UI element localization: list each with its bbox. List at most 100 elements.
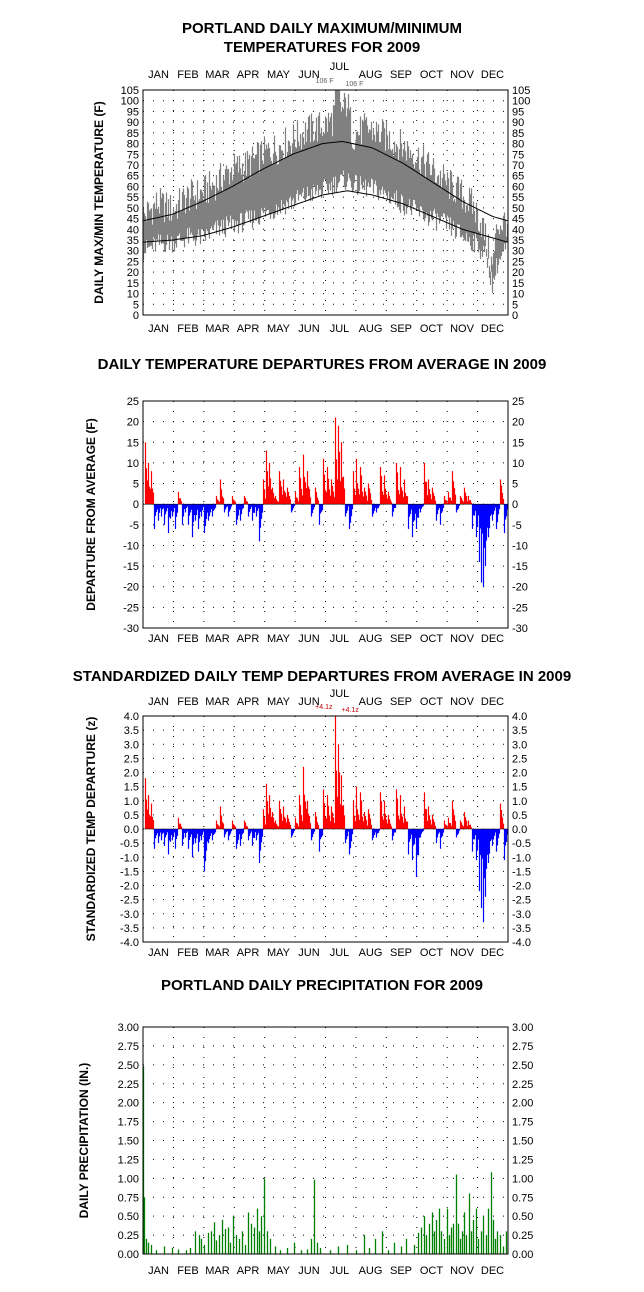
month-label: JUL (330, 633, 350, 645)
y-tick-label-right: 45 (512, 214, 524, 226)
y-axis-label: DAILY MAX/MIN TEMPERATURE (F) (92, 101, 106, 303)
y-tick-label-left: 20 (127, 417, 139, 429)
month-label: DEC (481, 69, 504, 81)
y-tick-label-left: 80 (127, 139, 139, 151)
y-tick-label-left: 105 (121, 85, 139, 97)
month-label: MAY (267, 947, 291, 959)
y-tick-label-right: 1.0 (512, 796, 527, 808)
y-tick-label-left: 65 (127, 171, 139, 183)
y-tick-label-right: 25 (512, 396, 524, 408)
y-tick-label-right: 10 (512, 289, 524, 301)
y-tick-label-left: 90 (127, 117, 139, 129)
y-tick-label-right: -0.5 (512, 838, 531, 850)
month-label: MAY (267, 323, 291, 335)
y-tick-label-left: 3.0 (124, 739, 139, 751)
y-tick-label-left: 55 (127, 192, 139, 204)
y-tick-label-right: 2.5 (512, 753, 527, 765)
month-label: MAR (205, 633, 230, 645)
y-tick-label-left: 1.5 (124, 782, 139, 794)
month-label: AUG (359, 69, 383, 81)
month-label: MAY (267, 633, 291, 645)
y-tick-label-left: 2.0 (124, 768, 139, 780)
y-tick-label-left: 4.0 (124, 711, 139, 723)
y-tick-label-right: -25 (512, 602, 528, 614)
y-tick-label-right: 1.25 (512, 1154, 533, 1166)
month-label: SEP (390, 696, 412, 708)
y-tick-label-left: 3.00 (118, 1022, 139, 1034)
y-tick-label-right: 80 (512, 139, 524, 151)
y-tick-label-right: 5 (512, 299, 518, 311)
y-tick-label-left: 5 (133, 299, 139, 311)
month-label: NOV (450, 633, 475, 645)
month-label: FEB (177, 947, 198, 959)
month-label: OCT (420, 69, 444, 81)
y-tick-label-right: 4.0 (512, 711, 527, 723)
month-label: JUN (298, 696, 319, 708)
chart-title: PORTLAND DAILY MAXIMUM/MINIMUM (182, 20, 462, 37)
y-tick-label-left: -3.0 (120, 909, 139, 921)
y-tick-label-right: -4.0 (512, 937, 531, 949)
y-tick-label-right: 2.00 (512, 1098, 533, 1110)
y-tick-label-right: 0.00 (512, 1249, 533, 1261)
month-label: JUN (298, 69, 319, 81)
y-tick-label-left: -30 (123, 623, 139, 635)
y-tick-label-right: 2.50 (512, 1060, 533, 1072)
y-tick-label-left: 10 (127, 289, 139, 301)
y-tick-label-left: 0.75 (118, 1192, 139, 1204)
y-tick-label-left: 1.0 (124, 796, 139, 808)
y-tick-label-right: 3.00 (512, 1022, 533, 1034)
month-label: JUN (298, 1265, 319, 1277)
month-label: JAN (148, 69, 169, 81)
y-tick-label-left: -5 (129, 520, 139, 532)
y-tick-label-right: -5 (512, 520, 522, 532)
month-label: APR (237, 323, 260, 335)
y-tick-label-left: -20 (123, 582, 139, 594)
record-z-annotation: +4.1z (315, 704, 333, 711)
y-tick-label-left: -10 (123, 540, 139, 552)
month-label: SEP (390, 323, 412, 335)
month-label: JUL (330, 1265, 350, 1277)
y-tick-label-left: 100 (121, 96, 139, 108)
chart-standardized: STANDARDIZED DAILY TEMP DEPARTURES FROM … (73, 668, 571, 959)
y-tick-label-right: 100 (512, 96, 530, 108)
y-tick-label-left: 35 (127, 235, 139, 247)
month-label: NOV (450, 323, 475, 335)
month-label: MAY (267, 1265, 291, 1277)
y-tick-label-left: 95 (127, 106, 139, 118)
month-label: JUN (298, 323, 319, 335)
y-tick-label-right: 35 (512, 235, 524, 247)
y-tick-label-right: 1.00 (512, 1173, 533, 1185)
y-tick-label-right: 90 (512, 117, 524, 129)
normal-high-line (143, 140, 508, 222)
y-tick-label-left: 0.5 (124, 810, 139, 822)
y-tick-label-right: 1.50 (512, 1136, 533, 1148)
chart-title: STANDARDIZED DAILY TEMP DEPARTURES FROM … (73, 668, 571, 685)
month-label: DEC (481, 323, 504, 335)
month-label: JUL (330, 688, 350, 700)
y-tick-label-right: -10 (512, 540, 528, 552)
y-tick-label-left: -25 (123, 602, 139, 614)
y-tick-label-right: 2.0 (512, 768, 527, 780)
month-label: MAY (267, 69, 291, 81)
y-tick-label-left: 1.25 (118, 1154, 139, 1166)
month-label: APR (237, 947, 260, 959)
chart-departures: DAILY TEMPERATURE DEPARTURES FROM AVERAG… (84, 356, 546, 645)
y-tick-label-right: -3.0 (512, 909, 531, 921)
y-tick-label-right: -1.0 (512, 852, 531, 864)
month-label: NOV (450, 69, 475, 81)
y-tick-label-left: 20 (127, 267, 139, 279)
chart-temps: PORTLAND DAILY MAXIMUM/MINIMUM TEMPERATUR… (92, 20, 530, 335)
y-tick-label-left: 75 (127, 149, 139, 161)
month-label: DEC (481, 1265, 504, 1277)
y-tick-label-left: 0.00 (118, 1249, 139, 1261)
y-tick-label-right: -3.5 (512, 923, 531, 935)
y-tick-label-left: 2.25 (118, 1079, 139, 1091)
y-tick-label-right: 65 (512, 171, 524, 183)
record-z-annotation: +4.1z (342, 707, 360, 714)
plot-frame (142, 89, 509, 316)
y-tick-label-left: -2.5 (120, 895, 139, 907)
y-tick-label-right: -20 (512, 582, 528, 594)
y-tick-label-left: 25 (127, 396, 139, 408)
month-label: AUG (359, 633, 383, 645)
y-tick-label-right: 15 (512, 437, 524, 449)
